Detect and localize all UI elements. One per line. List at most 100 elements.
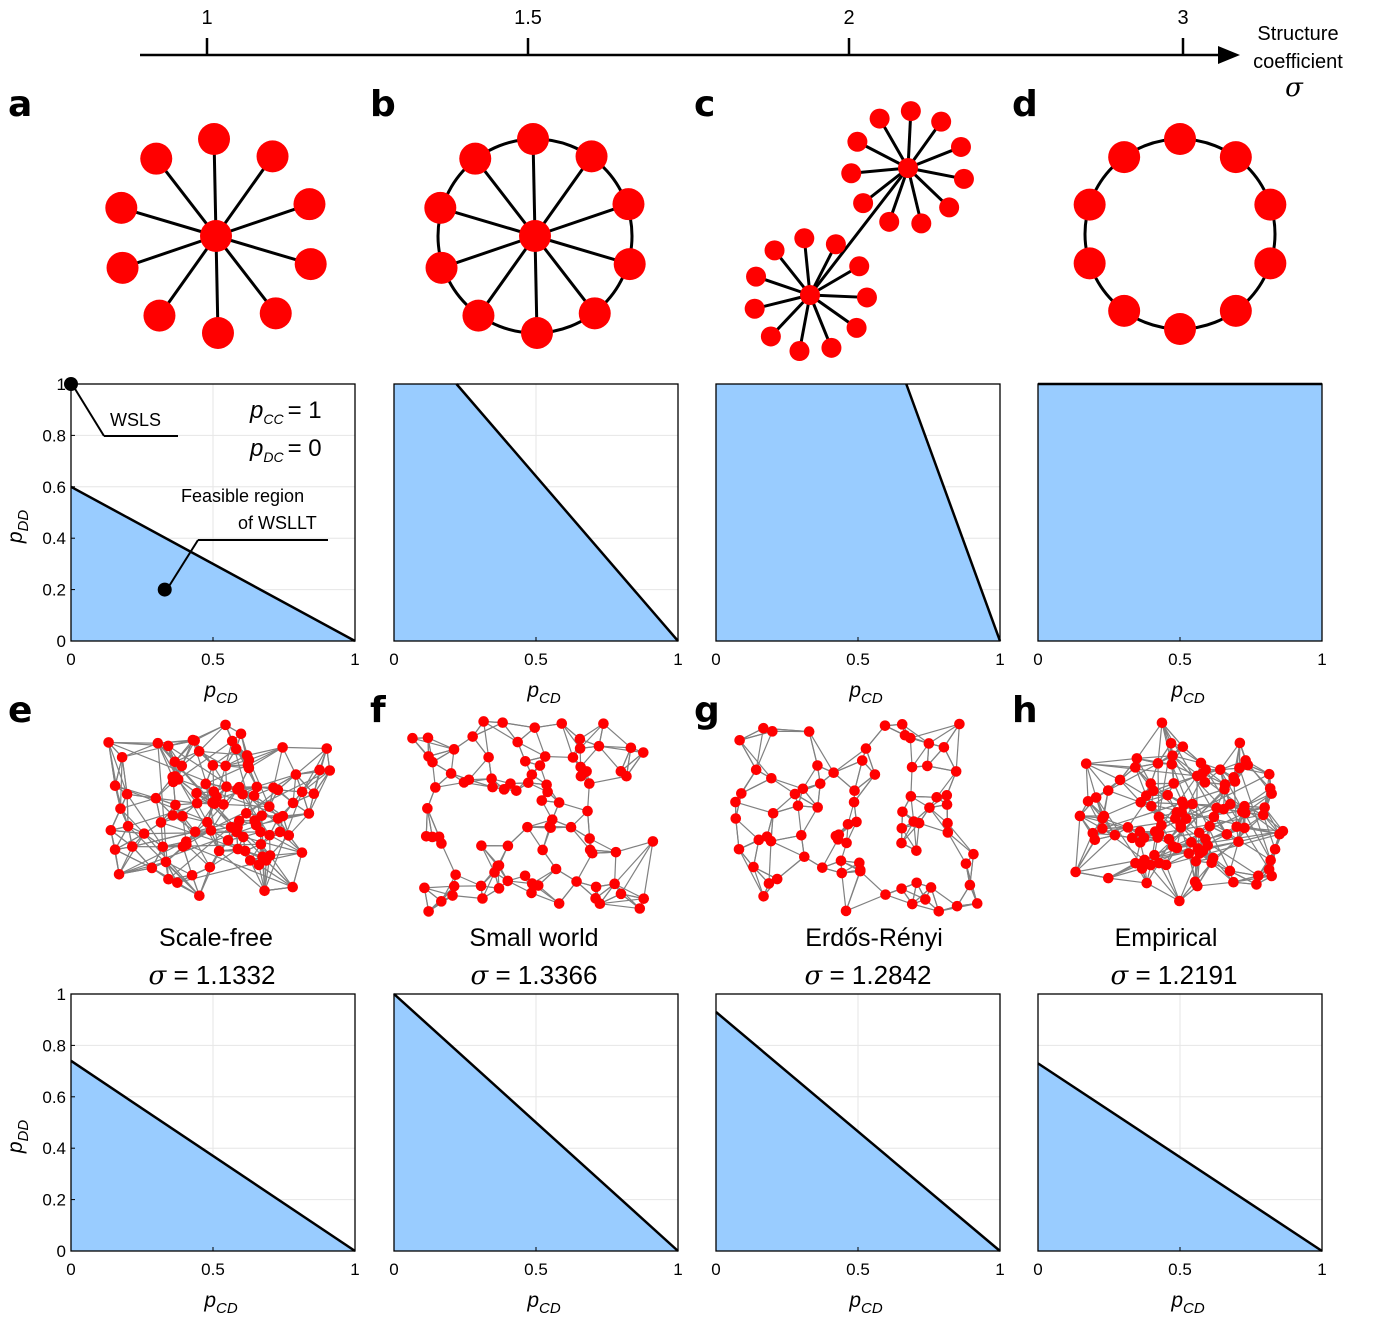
- network-node: [250, 819, 262, 831]
- network-edge: [1178, 861, 1197, 902]
- structure-axis-label-line2: coefficient: [1253, 51, 1343, 73]
- y-tick-label: 0.2: [42, 1191, 66, 1210]
- feasible-boundary-line: [905, 383, 1002, 642]
- network-edge: [218, 850, 265, 892]
- network-node: [205, 825, 217, 836]
- network-node: [1177, 741, 1189, 753]
- network-edge: [155, 157, 218, 237]
- network-node: [812, 802, 823, 813]
- network-node: [237, 831, 249, 843]
- network-node: [771, 873, 783, 885]
- network-node: [1195, 757, 1207, 769]
- plot-panel-e: 0 0.5 1 pCD 0 0.2 0.4 0.6 0.8 1 pDD: [4, 985, 360, 1317]
- leaf-node: [821, 337, 842, 358]
- network-node: [593, 740, 605, 752]
- network-node: [121, 788, 133, 800]
- leaf-node: [847, 131, 868, 152]
- network-node: [423, 751, 434, 762]
- network-cycle: [1073, 123, 1287, 345]
- network-node: [938, 741, 950, 753]
- feasible-boundary-line: [715, 1011, 1001, 1252]
- network-edge: [1146, 882, 1180, 902]
- network-node: [1219, 783, 1230, 795]
- network-node: [816, 862, 828, 873]
- network-edge: [1172, 755, 1280, 835]
- network-node: [968, 848, 979, 860]
- network-node: [1200, 833, 1211, 845]
- network-node: [590, 881, 602, 893]
- network-node: [1131, 753, 1143, 764]
- network-edge: [1108, 789, 1141, 803]
- network-node: [1126, 832, 1138, 844]
- leaf-node: [425, 251, 458, 284]
- pdc-equation: pDC = 0: [249, 435, 322, 465]
- network-node: [502, 875, 514, 887]
- network-edge: [214, 155, 274, 237]
- network-node: [208, 786, 220, 797]
- network-edge: [118, 769, 331, 875]
- network-node: [277, 810, 289, 822]
- network-node: [157, 841, 169, 853]
- cycle-node: [1073, 247, 1106, 280]
- network-node: [638, 893, 650, 904]
- leaf-node: [856, 287, 877, 308]
- network-node: [1187, 798, 1198, 810]
- network-edge: [483, 721, 490, 758]
- network-node: [923, 738, 935, 749]
- network-node: [942, 827, 954, 838]
- network-edge: [1075, 815, 1081, 873]
- network-edge: [483, 720, 518, 743]
- network-node: [1191, 770, 1203, 782]
- y-tick-label: 0.8: [42, 1036, 66, 1055]
- network-node: [748, 861, 759, 873]
- network-node: [931, 792, 942, 803]
- network-node: [169, 756, 181, 768]
- network-edge: [502, 722, 535, 729]
- network-edge: [120, 797, 157, 810]
- panel-letter-b: b: [370, 84, 396, 125]
- network-node: [191, 797, 203, 809]
- panel-letter-h: h: [1012, 690, 1038, 731]
- network-edge: [755, 731, 773, 771]
- sigma-value-empirical: σ = 1.2191: [1111, 960, 1238, 991]
- network-node: [812, 760, 823, 771]
- cycle-node: [1219, 141, 1252, 174]
- network-node: [116, 751, 128, 763]
- network-node: [450, 869, 461, 881]
- network-node: [1146, 800, 1157, 812]
- network-node: [763, 878, 775, 889]
- network-node: [522, 777, 534, 789]
- network-node: [155, 817, 167, 828]
- structure-tick-label: 3: [1177, 7, 1188, 29]
- network-node: [1156, 717, 1168, 729]
- network-edge: [270, 852, 303, 857]
- network-edge: [1197, 881, 1234, 887]
- network-empirical: [1070, 717, 1289, 907]
- network-node: [1174, 895, 1185, 907]
- network-node: [571, 876, 582, 887]
- network-node: [733, 843, 745, 855]
- network-edge: [121, 757, 128, 795]
- feasible-boundary-line: [70, 485, 356, 643]
- network-edge: [1086, 763, 1198, 777]
- network-node: [896, 837, 907, 849]
- network-node: [239, 845, 251, 857]
- y-axis-label: pDD: [4, 1120, 32, 1155]
- network-edge: [598, 745, 644, 754]
- network-edge: [243, 836, 303, 854]
- network-edge: [120, 206, 217, 238]
- network-edge: [246, 746, 283, 756]
- network-node: [436, 896, 447, 907]
- network-node: [911, 845, 922, 856]
- network-edge: [292, 852, 303, 888]
- network-node: [171, 877, 183, 888]
- network-edge: [160, 821, 246, 852]
- x-tick-label: 0.5: [524, 1260, 548, 1279]
- plot-panel-h: 0 0.5 1 pCD: [1033, 993, 1327, 1317]
- network-edge: [295, 748, 328, 776]
- network-edge: [231, 740, 256, 821]
- network-node: [1145, 859, 1157, 871]
- network-node: [241, 750, 253, 761]
- network-node: [296, 786, 308, 798]
- network-edge: [269, 855, 294, 888]
